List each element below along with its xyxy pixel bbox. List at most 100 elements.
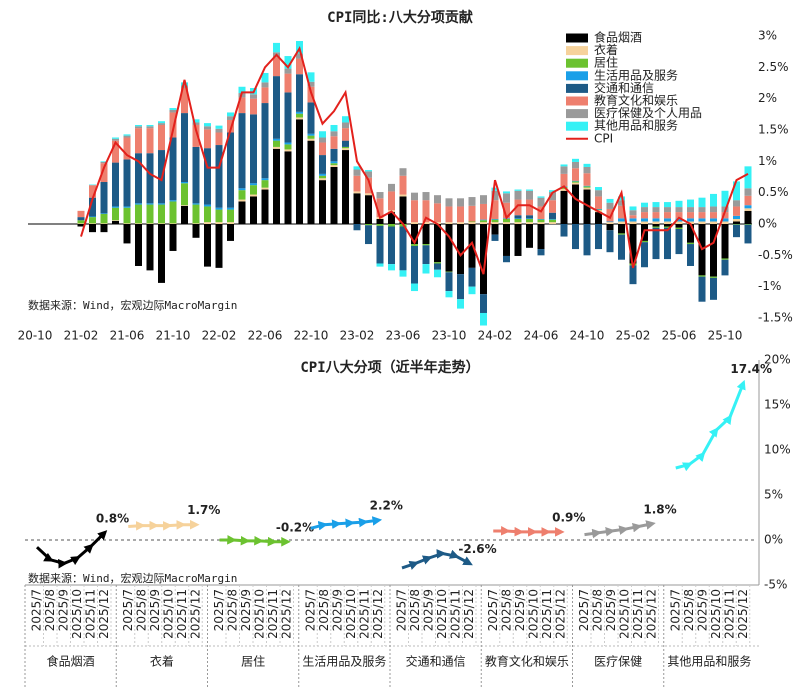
trend-line [35,530,108,569]
bar-segment [296,111,303,114]
bar-segment [549,212,556,219]
bar-segment [123,135,131,138]
bar-segment [399,168,407,176]
bar-segment [399,226,407,271]
bar-segment [514,199,522,216]
bar-segment [606,224,614,231]
bar-segment [158,121,165,124]
bar-segment [284,73,292,93]
x-tick-label: 2025/12 [736,589,750,639]
bar-segment [227,207,234,210]
bar-segment [721,259,729,276]
bar-segment [365,225,372,245]
bar-segment [664,218,671,222]
bar-segment [595,196,602,209]
bar-segment [261,103,269,179]
bar-segment [192,204,200,224]
bar-segment [353,166,361,170]
bar-segment [399,196,407,224]
bar-segment [572,184,579,224]
bar-segment [100,163,108,183]
source-note: 数据来源：Wind，宏观边际MacroMargin [28,571,237,585]
bar-segment [595,212,602,224]
bar-segment [204,126,211,130]
trend-line [675,379,746,472]
bar-segment [491,222,499,224]
bar-segment [192,203,200,205]
bar-segment [549,200,556,213]
bar-segment [572,182,579,185]
x-tick-label: 2025/10 [435,589,449,639]
x-tick-label: 20-10 [18,329,53,343]
bar-segment [376,198,384,218]
bar-segment [365,177,372,194]
bar-segment [227,112,234,117]
bar-segment [457,274,464,300]
bar-segment [422,200,430,223]
panel-label: 其他用品和服务 [667,654,751,669]
bar-segment [388,264,395,271]
x-tick-label: 2025/9 [239,589,253,631]
x-tick-label: 2025/9 [330,589,344,631]
bar-segment [273,138,280,141]
bar-segment [365,170,372,172]
panel-label: 衣着 [150,654,174,669]
bar-segment [457,198,464,207]
x-tick-label: 2025/9 [513,589,527,631]
bar-segment [365,193,372,196]
bar-segment [215,145,223,208]
bar-segment [480,312,487,326]
x-tick-label: 2025/11 [631,589,645,639]
bar-segment [618,224,625,234]
bar-segment [365,195,372,224]
x-tick-label: 2025/11 [266,589,280,639]
bar-segment [652,221,660,224]
x-tick-label: 2025/8 [591,589,605,631]
bar-segment [537,249,545,256]
y-tick-label: 1% [758,154,777,168]
bar-segment [376,192,384,199]
bar-segment [595,187,602,191]
bar-segment [422,222,430,224]
bar-segment [526,190,533,200]
bar-segment [721,224,729,259]
bar-segment [330,163,338,166]
bar-segment [480,195,487,204]
bar-segment [307,138,315,141]
bar-segment [250,194,257,197]
bar-segment [100,161,108,162]
bar-segment [319,142,326,156]
bar-segment [238,188,246,191]
bar-segment [77,220,85,224]
bar-segment [319,137,326,143]
bar-segment [238,97,246,114]
bar-segment [457,299,464,309]
bar-segment [284,151,292,224]
bar-segment [698,218,706,222]
bar-segment [733,224,740,238]
bar-segment [733,215,740,219]
legend-label: 其他用品和服务 [594,118,678,133]
bar-segment [744,224,752,225]
bar-segment [618,233,625,235]
bar-segment [146,153,154,204]
bar-segment [652,227,660,260]
bar-segment [388,212,395,224]
bar-segment [445,222,453,224]
bar-segment [526,199,533,216]
x-tick-label: 2025/7 [486,589,500,631]
bar-segment [480,220,487,223]
x-tick-label: 2025/12 [280,589,294,639]
bar-segment [480,294,487,313]
trend-line [219,535,291,547]
bar-segment [710,277,717,300]
bar-segment [710,212,717,219]
bar-segment [468,224,476,268]
legend-swatch [566,109,588,119]
panel-label: 居住 [241,655,265,669]
bar-segment [135,224,142,266]
bar-segment [100,161,108,164]
bar-segment [491,187,499,191]
bar-segment [595,208,602,210]
bar-segment [204,204,211,207]
